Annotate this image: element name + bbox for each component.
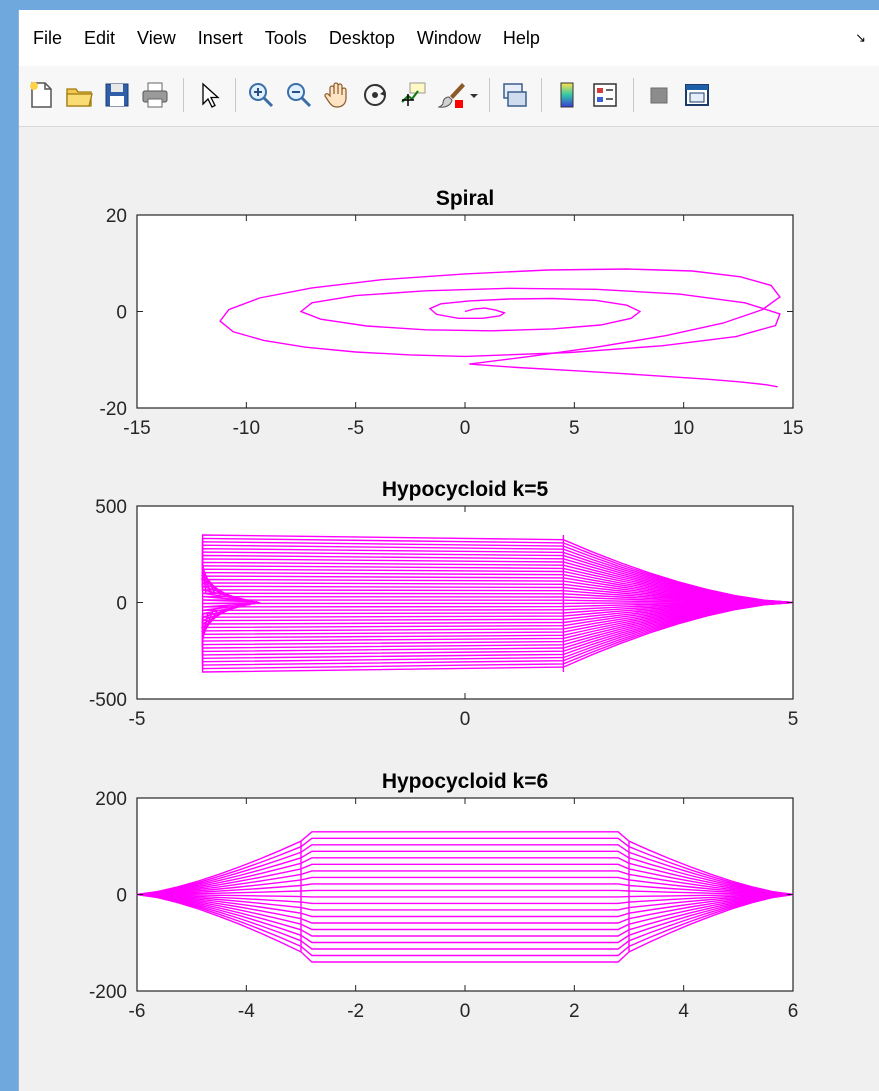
- hide-plot-tools-icon[interactable]: [641, 76, 677, 114]
- plot-lines: [136, 831, 794, 963]
- chart-title: Hypocycloid k=6: [382, 770, 548, 793]
- curve-1: [136, 893, 794, 963]
- x-tick-label: -4: [238, 1001, 255, 1022]
- curve-8: [136, 893, 794, 918]
- save-icon[interactable]: [99, 76, 135, 114]
- menu-view[interactable]: View: [137, 28, 176, 48]
- curve-4: [136, 893, 794, 944]
- x-tick-label: 5: [788, 709, 799, 730]
- pan-hand-icon[interactable]: [319, 76, 355, 114]
- x-tick-label: -6: [129, 1001, 146, 1022]
- axes-1[interactable]: Spiral -15 -10 -5 0 5 10 15 -20 0 20: [100, 187, 804, 439]
- zoom-out-icon[interactable]: [281, 76, 317, 114]
- y-tick-label: 500: [95, 497, 127, 518]
- zoom-in-icon[interactable]: [243, 76, 279, 114]
- curve-6: [136, 893, 794, 931]
- show-plot-tools-icon[interactable]: [679, 76, 715, 114]
- y-tick-label: -200: [89, 982, 127, 1003]
- curve-14: [136, 876, 794, 896]
- curve-17: [136, 857, 794, 896]
- chart-title: Spiral: [436, 187, 494, 210]
- x-tick-label: 0: [460, 1001, 471, 1022]
- x-tick-label: 6: [788, 1001, 799, 1022]
- axes-3[interactable]: Hypocycloid k=6 -6 -4 -2 0 2 4 6 -200 0 200: [89, 770, 798, 1022]
- menu-bar: File Edit View Insert Tools Desktop Wind…: [19, 10, 879, 66]
- menu-help[interactable]: Help: [502, 28, 540, 48]
- link-plot-icon[interactable]: [497, 76, 533, 114]
- curve-11: [136, 893, 794, 898]
- brush-icon[interactable]: [433, 76, 469, 114]
- y-tick-label: 0: [116, 886, 127, 907]
- menu-window[interactable]: Window: [416, 28, 481, 48]
- legend-icon[interactable]: [587, 76, 623, 114]
- data-cursor-icon[interactable]: [395, 76, 431, 114]
- curve-10: [136, 893, 794, 905]
- plot-area: [136, 797, 794, 992]
- curve-13: [136, 883, 794, 896]
- x-tick-label: 0: [460, 418, 471, 439]
- menu-tools[interactable]: Tools: [264, 28, 307, 48]
- x-tick-label: -5: [129, 709, 146, 730]
- x-tick-label: -10: [233, 418, 260, 439]
- curve-18: [136, 850, 794, 896]
- rotate-3d-icon[interactable]: [357, 76, 393, 114]
- x-tick-label: 0: [460, 709, 471, 730]
- series-line-1: [299, 287, 781, 358]
- select-arrow-icon[interactable]: [191, 76, 227, 114]
- figure-window: File Edit View Insert Tools Desktop Wind…: [18, 10, 879, 1091]
- curve-12: [136, 889, 794, 896]
- colorbar-icon[interactable]: [549, 76, 585, 114]
- y-tick-label: 0: [116, 303, 127, 324]
- print-icon[interactable]: [137, 76, 173, 114]
- curve-7: [136, 893, 794, 924]
- x-tick-label: 2: [569, 1001, 580, 1022]
- x-tick-label: -15: [123, 418, 150, 439]
- new-figure-icon[interactable]: [23, 76, 59, 114]
- series-line-2: [219, 268, 781, 365]
- y-tick-label: 20: [106, 206, 127, 227]
- plot-lines: [200, 534, 794, 673]
- plot-lines: [219, 268, 781, 388]
- curve-5: [136, 893, 794, 937]
- x-tick-label: -5: [347, 418, 364, 439]
- curve-15: [136, 870, 794, 896]
- x-tick-label: 4: [678, 1001, 689, 1022]
- y-tick-label: -500: [89, 690, 127, 711]
- y-tick-label: -20: [100, 399, 127, 420]
- curve-21: [136, 831, 794, 896]
- dock-arrow-icon[interactable]: ↘: [855, 30, 866, 45]
- curve-20: [136, 837, 794, 896]
- curve-41: [201, 534, 794, 604]
- x-tick-label: 5: [569, 418, 580, 439]
- curve-2: [136, 893, 794, 957]
- y-tick-label: 0: [116, 594, 127, 615]
- y-tick-label: 200: [95, 789, 127, 810]
- menu-edit[interactable]: Edit: [84, 28, 116, 48]
- toolbar: [19, 66, 879, 127]
- menu-desktop[interactable]: Desktop: [328, 28, 395, 48]
- series-line-3: [469, 363, 778, 388]
- x-tick-label: 15: [782, 418, 803, 439]
- curve-3: [136, 893, 794, 950]
- open-file-icon[interactable]: [61, 76, 97, 114]
- brush-dropdown-icon[interactable]: [465, 76, 483, 114]
- chart-title: Hypocycloid k=5: [382, 478, 549, 501]
- x-tick-label: -2: [347, 1001, 364, 1022]
- menu-file[interactable]: File: [33, 28, 63, 48]
- x-tick-label: 10: [673, 418, 694, 439]
- curve-19: [136, 844, 794, 896]
- curve-9: [136, 893, 794, 911]
- curve-16: [136, 863, 794, 896]
- menu-insert[interactable]: Insert: [197, 28, 243, 48]
- axes-2[interactable]: Hypocycloid k=5 -5 0 5 -500 0 500: [89, 478, 798, 730]
